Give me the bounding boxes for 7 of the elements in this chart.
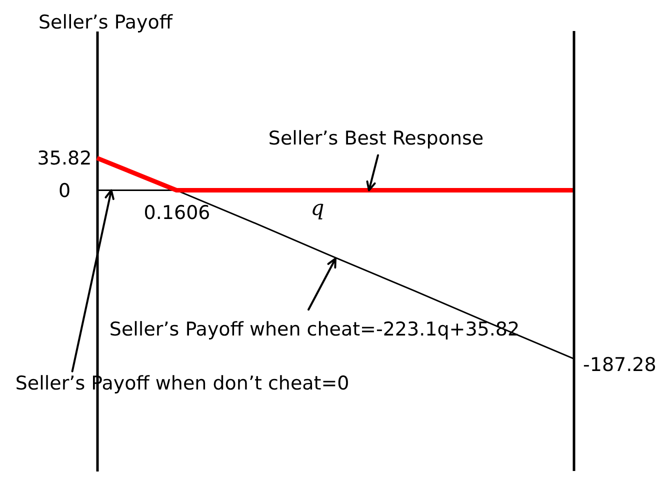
data-label: -187.28 [583, 354, 656, 376]
annotation: Seller’s Best Response [268, 127, 484, 150]
x-tick-label: 0.1606 [144, 202, 210, 224]
y-tick-label: 35.82 [37, 148, 92, 170]
y-tick-label: 0 [58, 180, 71, 202]
x-axis-title: q [310, 196, 324, 220]
y-axis-title: Seller’s Payoff [38, 12, 174, 34]
